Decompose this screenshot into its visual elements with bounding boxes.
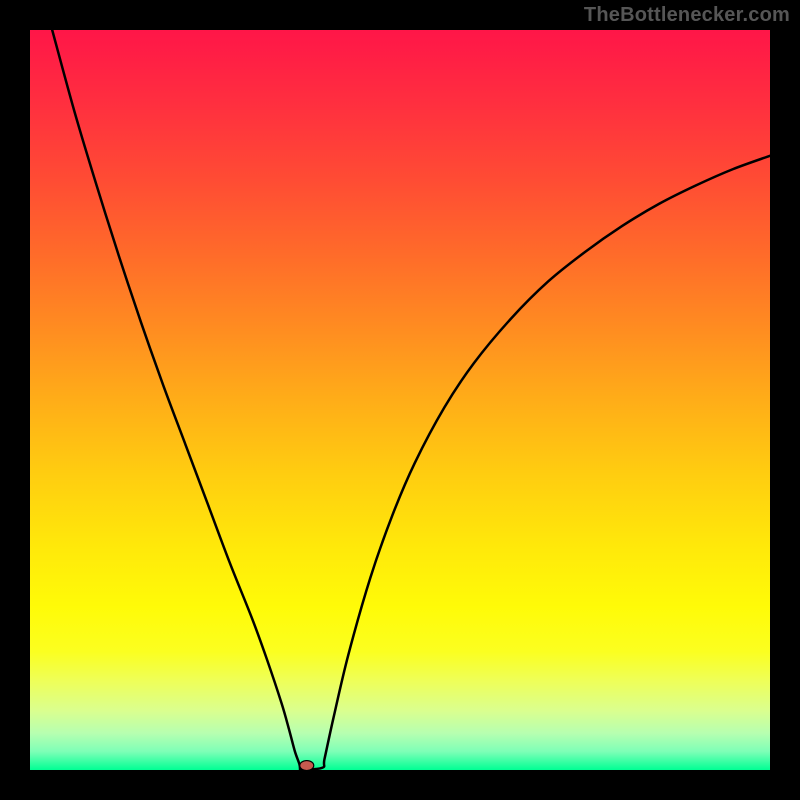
chart-container: TheBottlenecker.com <box>0 0 800 800</box>
watermark-text: TheBottlenecker.com <box>584 4 790 27</box>
minimum-marker <box>300 761 314 770</box>
gradient-background <box>30 30 770 770</box>
plot-area <box>30 30 770 770</box>
chart-svg <box>30 30 770 770</box>
